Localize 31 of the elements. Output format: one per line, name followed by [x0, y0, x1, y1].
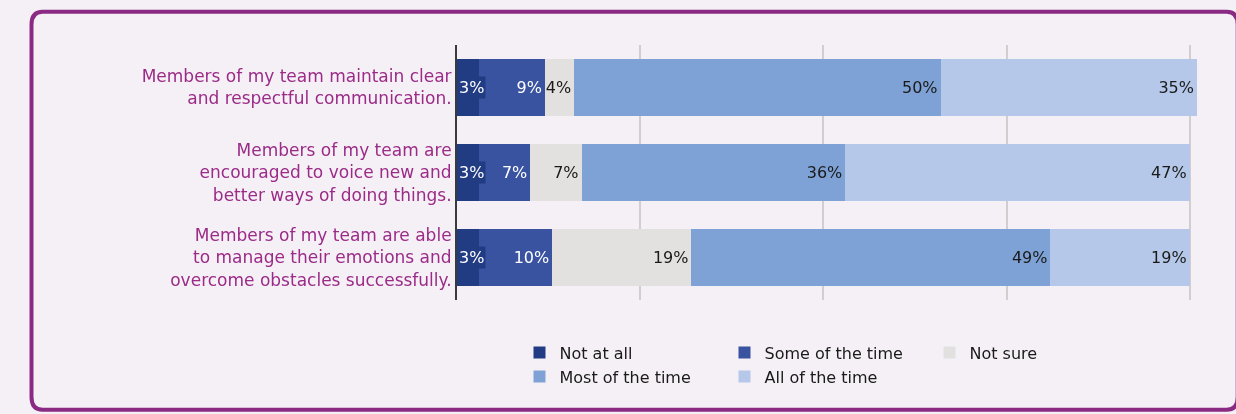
legend-label: Most of the time	[559, 367, 691, 387]
data-label: 35%	[1158, 78, 1194, 97]
bar	[940, 59, 1197, 116]
data-label: 47%	[1151, 163, 1187, 183]
data-label: 19%	[1151, 248, 1187, 268]
y-tick-label: Members of my team are encouraged to voice new and better ways of doing things.	[199, 140, 452, 205]
bar	[552, 229, 692, 286]
data-label: 36%	[806, 163, 843, 183]
legend-label: Not sure	[969, 343, 1038, 363]
legend-label: All of the time	[764, 367, 878, 387]
data-label: 19%	[652, 248, 689, 268]
data-label: 3%	[459, 163, 485, 182]
y-tick-label: Members of my team maintain clear and respectful communication.	[141, 66, 452, 109]
data-label: 3%	[459, 78, 485, 97]
bar	[845, 144, 1190, 201]
data-label: 10%	[513, 248, 550, 268]
data-label: 3%	[459, 248, 485, 267]
data-label: 7%	[501, 163, 528, 183]
bar	[581, 144, 846, 201]
data-label: 4%	[545, 78, 572, 97]
y-tick-label: Members of my team are able to manage their emotions and overcome obstacles successfully.	[170, 225, 452, 290]
bar	[574, 59, 941, 116]
data-label: 49%	[1011, 248, 1048, 268]
data-label: 50%	[902, 78, 938, 97]
bar	[691, 229, 1051, 286]
data-label: 7%	[553, 163, 579, 183]
bar	[1050, 229, 1190, 286]
bar	[530, 144, 582, 201]
data-label: 9%	[516, 78, 542, 97]
legend-label: Some of the time	[764, 343, 903, 363]
legend-label: Not at all	[559, 343, 633, 363]
